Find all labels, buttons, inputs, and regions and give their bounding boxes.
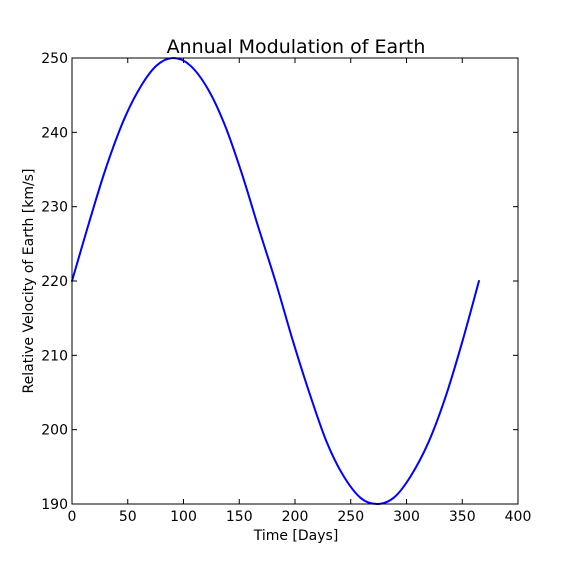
- x-tick-label: 400: [505, 509, 532, 525]
- x-tick-label: 200: [282, 509, 309, 525]
- x-tick-label: 150: [226, 509, 253, 525]
- y-tick-label: 250: [41, 51, 68, 67]
- y-axis-label: Relative Velocity of Earth [km/s]: [21, 169, 37, 394]
- axis-ticks: 0 50 100 150 200 250 300 350 400 190 200 210 220 230 2…: [41, 51, 531, 525]
- y-tick-label: 220: [41, 274, 68, 290]
- y-tick-label: 210: [41, 348, 68, 364]
- x-tick-label: 250: [337, 509, 364, 525]
- plot-area: [71, 57, 480, 506]
- y-tick-label: 230: [41, 200, 68, 216]
- x-tick-label: 0: [68, 509, 77, 525]
- y-tick-label: 190: [41, 497, 68, 513]
- chart-title: Annual Modulation of Earth: [167, 36, 426, 58]
- x-tick-label: 100: [170, 509, 197, 525]
- x-tick-label: 50: [119, 509, 137, 525]
- plot-frame: [71, 57, 519, 505]
- y-tick-label: 240: [41, 125, 68, 141]
- x-tick-label: 300: [393, 509, 420, 525]
- y-tick-label: 200: [41, 423, 68, 439]
- series-line: [71, 57, 480, 506]
- x-tick-label: 350: [449, 509, 476, 525]
- x-axis-label: Time [Days]: [253, 528, 339, 544]
